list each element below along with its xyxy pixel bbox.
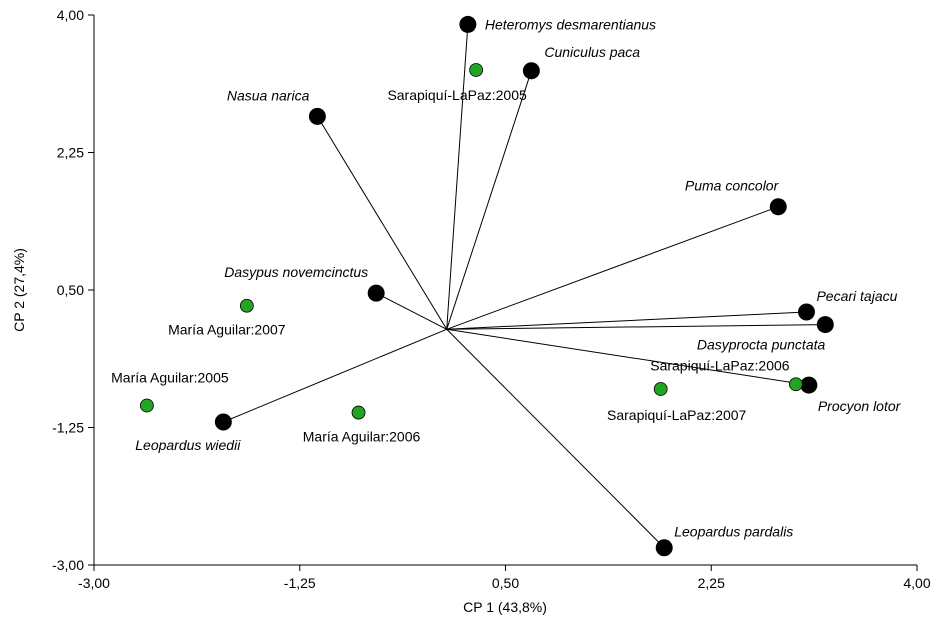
plot-points <box>140 15 834 557</box>
x-tick-label: -3,00 <box>78 575 110 591</box>
species-label-cuniculus-paca: Cuniculus paca <box>544 44 640 60</box>
x-tick-label: 0,50 <box>492 575 519 591</box>
species-label-dasyprocta-punctata: Dasyprocta punctata <box>697 337 826 353</box>
species-label-heteromys-desmarentianus: Heteromys desmarentianus <box>485 16 656 32</box>
vector-procyon-lotor <box>446 328 809 386</box>
site-label-sarapiqui-lapaz-2005: Sarapiquí-LaPaz:2005 <box>387 87 527 103</box>
site-point-sarapiqui-lapaz-2006 <box>789 377 803 392</box>
vector-heteromys-desmarentianus <box>446 24 469 330</box>
vector-nasua-narica <box>316 116 448 330</box>
y-tick-label: -3,00 <box>52 557 84 573</box>
species-point-nasua-narica <box>308 107 326 125</box>
species-point-puma-concolor <box>769 198 787 216</box>
x-tick-label: 2,25 <box>698 575 725 591</box>
species-point-leopardus-wiedii <box>214 413 232 431</box>
site-label-maria-aguilar-2005: María Aguilar:2005 <box>111 370 229 386</box>
site-label-sarapiqui-lapaz-2006: Sarapiquí-LaPaz:2006 <box>650 357 790 373</box>
vector-leopardus-wiedii <box>223 328 447 423</box>
vector-puma-concolor <box>446 206 779 330</box>
species-point-procyon-lotor <box>800 376 818 394</box>
site-point-maria-aguilar-2007 <box>239 298 254 313</box>
y-tick-label: 2,25 <box>57 145 84 161</box>
species-label-puma-concolor: Puma concolor <box>685 178 780 194</box>
species-point-dasyprocta-punctata <box>816 316 834 334</box>
y-tick-label: 4,00 <box>57 7 84 23</box>
x-axis-title: CP 1 (43,8%) <box>463 599 547 615</box>
y-tick-label: 0,50 <box>57 282 84 298</box>
species-label-pecari-tajacu: Pecari tajacu <box>816 288 897 304</box>
species-point-pecari-tajacu <box>797 303 815 321</box>
point-labels: Heteromys desmarentianus Cuniculus paca Na… <box>111 16 902 539</box>
species-label-procyon-lotor: Procyon lotor <box>818 398 902 414</box>
species-point-heteromys-desmarentianus <box>459 15 477 33</box>
x-tick-label: -1,25 <box>284 575 316 591</box>
vector-pecari-tajacu <box>446 311 807 330</box>
species-label-leopardus-wiedii: Leopardus wiedii <box>135 437 241 453</box>
site-label-maria-aguilar-2007: María Aguilar:2007 <box>168 322 286 338</box>
vector-cuniculus-paca <box>446 70 532 330</box>
site-point-sarapiqui-lapaz-2007 <box>653 382 668 396</box>
y-tick-label: -1,25 <box>52 420 84 436</box>
species-point-leopardus-pardalis <box>655 539 673 557</box>
species-label-dasypus-novemcinctus: Dasypus novemcinctus <box>224 264 368 280</box>
y-axis-title: CP 2 (27,4%) <box>11 248 27 332</box>
species-label-leopardus-pardalis: Leopardus pardalis <box>674 524 793 540</box>
species-point-cuniculus-paca <box>522 62 540 80</box>
x-tick-label: 4,00 <box>903 575 930 591</box>
species-vectors <box>223 24 826 549</box>
axis-ticks: -3,00 -1,25 0,50 2,25 4,00 4,00 2,25 0,50 -1,25 -… <box>52 7 931 591</box>
species-point-dasypus-novemcinctus <box>367 284 385 302</box>
vector-dasyprocta-punctata <box>446 324 826 330</box>
species-label-nasua-narica: Nasua narica <box>227 87 310 103</box>
vector-leopardus-pardalis <box>446 328 665 549</box>
site-point-sarapiqui-lapaz-2005 <box>469 63 484 77</box>
site-point-maria-aguilar-2005 <box>140 398 154 413</box>
site-label-sarapiqui-lapaz-2007: Sarapiquí-LaPaz:2007 <box>607 407 747 423</box>
vector-dasypus-novemcinctus <box>375 292 447 330</box>
site-label-maria-aguilar-2006: María Aguilar:2006 <box>303 429 421 445</box>
site-point-maria-aguilar-2006 <box>351 405 366 420</box>
